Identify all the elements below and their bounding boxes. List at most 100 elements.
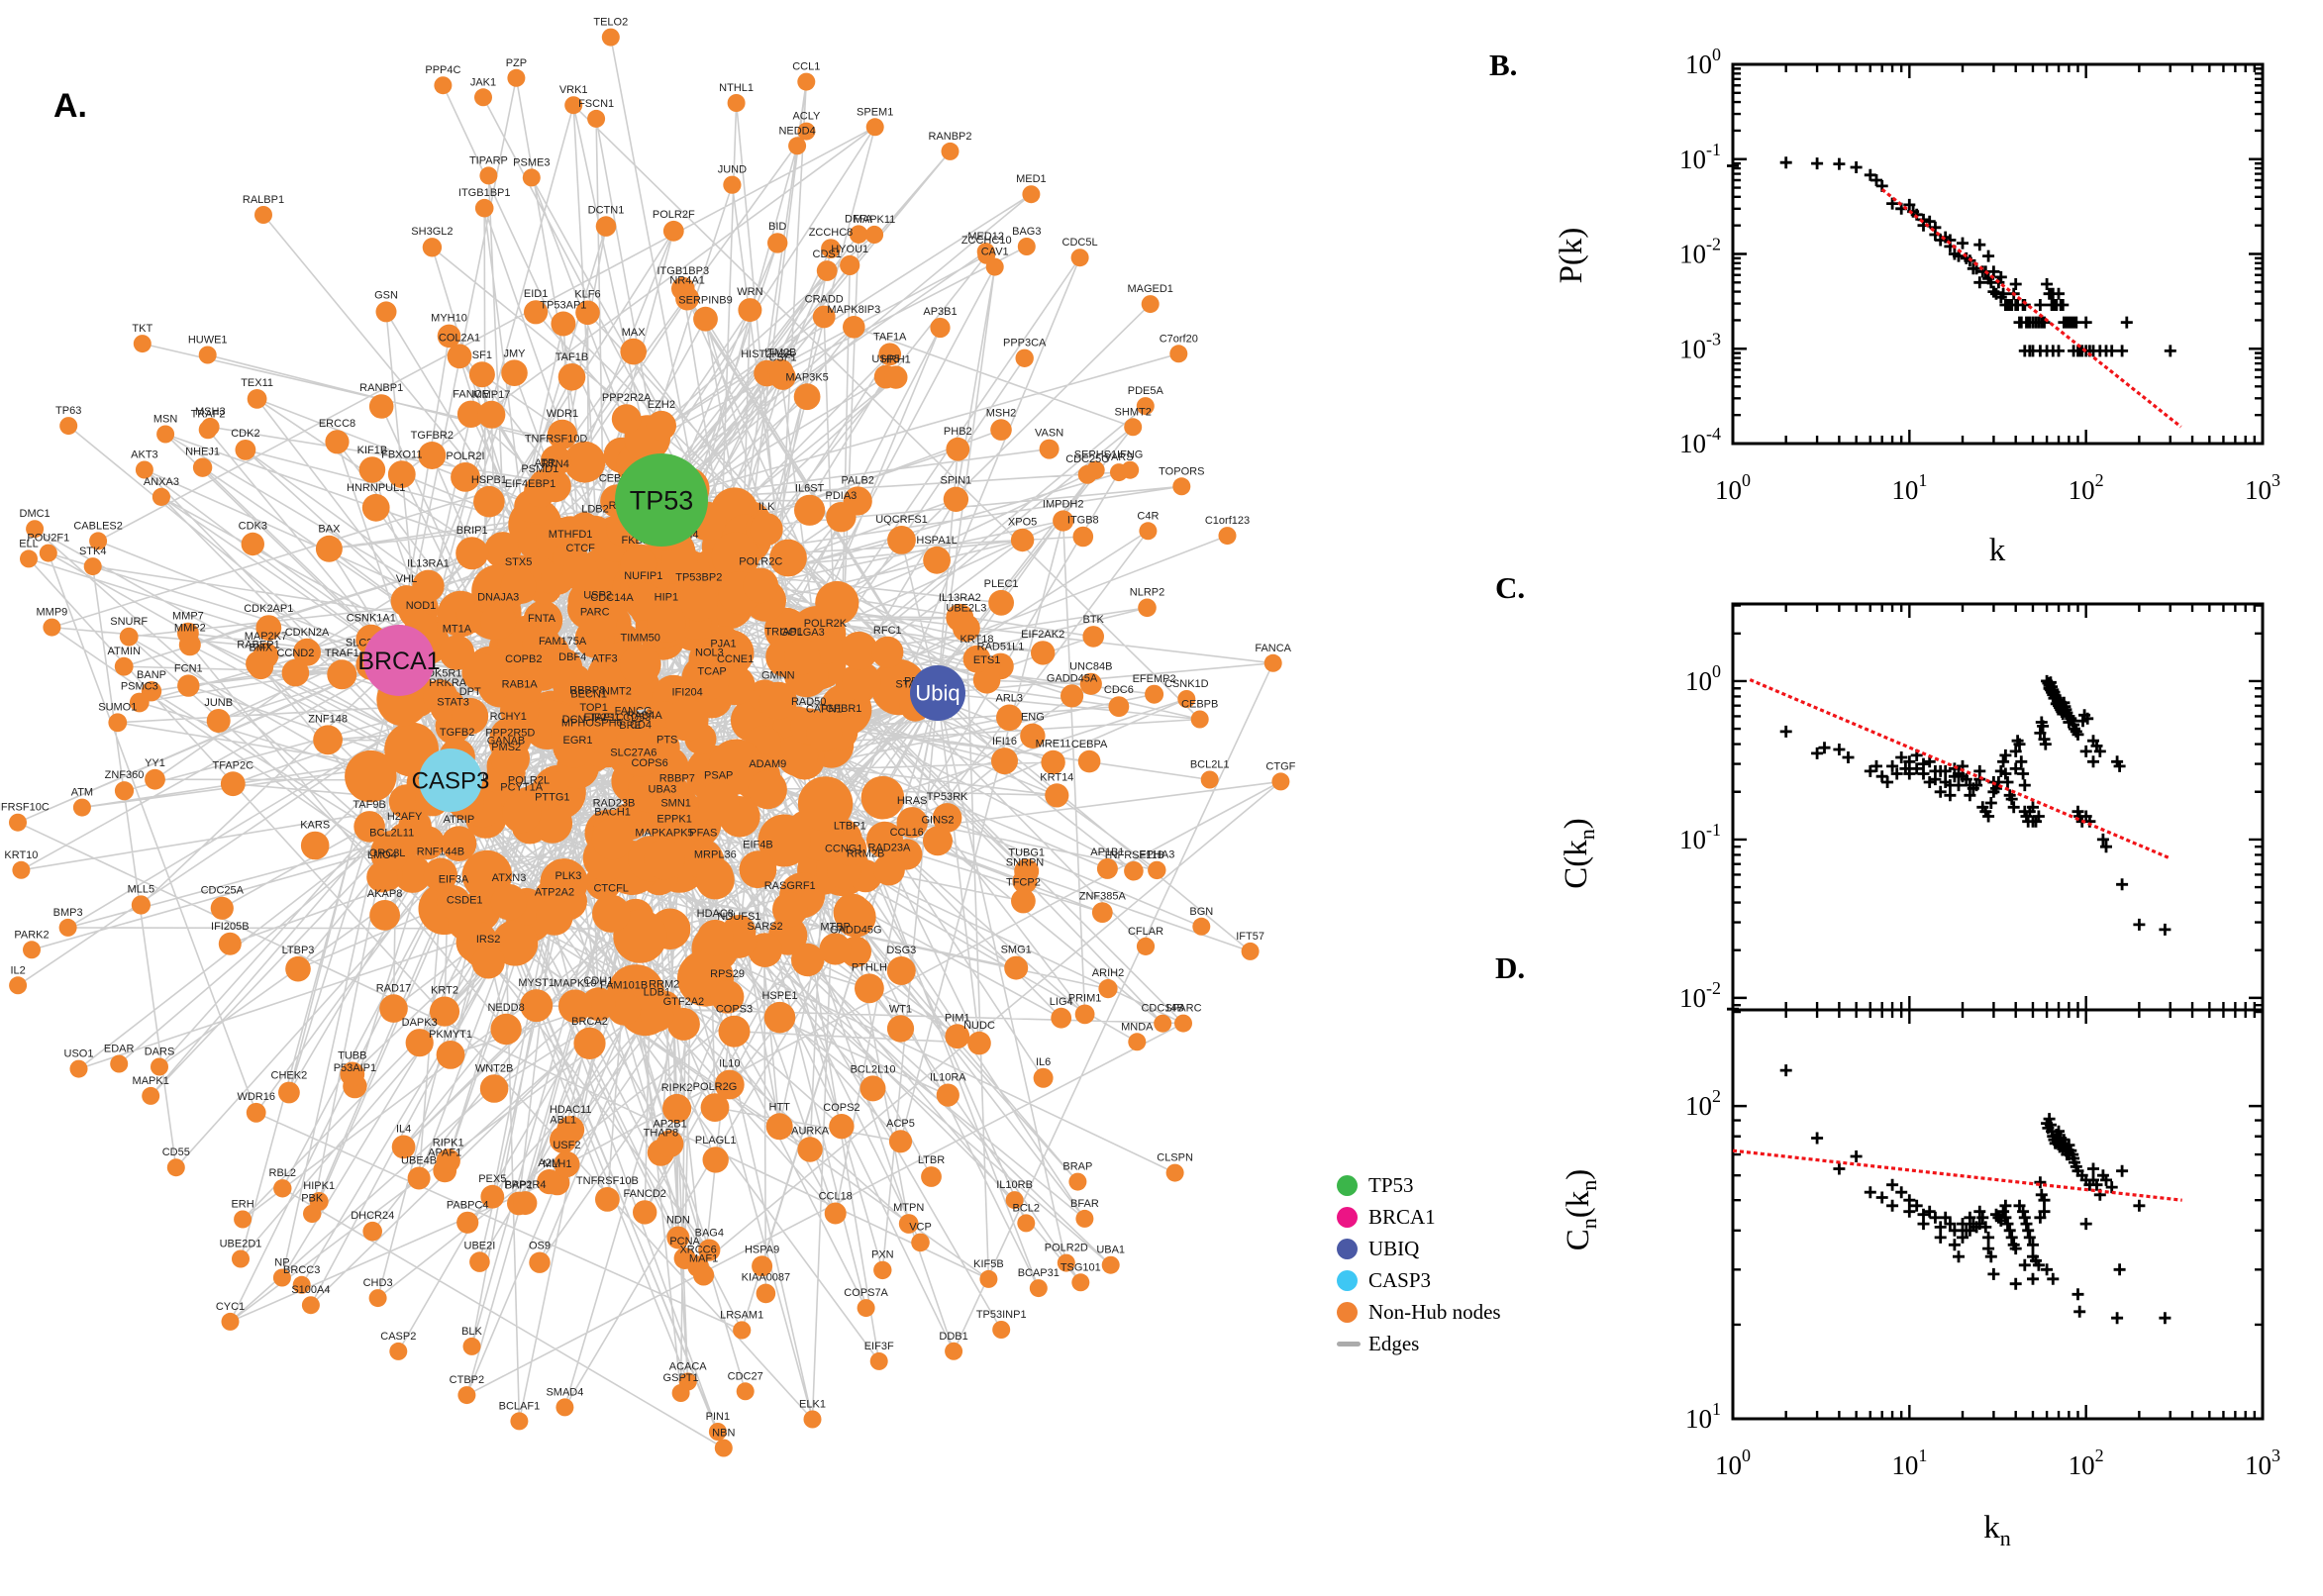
- legend-label: TP53: [1368, 1172, 1414, 1197]
- gene-label: ATM: [71, 787, 93, 799]
- gene-label: PJA1: [710, 638, 736, 649]
- gene-label: H2AFY: [387, 811, 423, 823]
- gene-label: EGR1: [563, 735, 593, 747]
- gene-label: NR4A1: [669, 275, 704, 287]
- gene-label: OS9: [529, 1241, 551, 1252]
- svg-text:100: 100: [1715, 470, 1751, 505]
- gene-label: BCL2L11: [369, 828, 414, 840]
- gene-label: ILK: [758, 501, 775, 513]
- gene-label: IRS2: [476, 934, 500, 946]
- gene-label: CTCF: [566, 543, 596, 554]
- gene-label: PDIA3: [826, 490, 858, 502]
- gene-label: CAPN1: [806, 704, 843, 716]
- brca1-dot-icon: [1337, 1206, 1358, 1228]
- gene-label: ERCC8: [319, 418, 355, 430]
- gene-label: EIF4B: [743, 839, 773, 850]
- gene-label: BLK: [461, 1326, 482, 1338]
- gene-label: ELL: [19, 538, 39, 549]
- gene-label: IL6: [1036, 1056, 1051, 1068]
- gene-label: FSCN1: [578, 98, 614, 110]
- gene-label: PPP2R5D: [485, 728, 535, 740]
- svg-text:103: 103: [2245, 1446, 2280, 1480]
- gene-label: BTK: [1082, 614, 1104, 626]
- gene-label: CABLES2: [73, 520, 123, 532]
- gene-label: RRM2B: [847, 848, 885, 859]
- gene-label: HSPA1L: [916, 535, 957, 547]
- gene-label: GADD45A: [1047, 672, 1098, 684]
- gene-label: DCTN1: [588, 204, 625, 216]
- gene-label: STX5: [505, 556, 533, 568]
- gene-label: COL2A1: [439, 332, 480, 344]
- gene-label: POLR2F: [653, 209, 695, 221]
- legend-label: CASP3: [1368, 1267, 1432, 1292]
- gene-label: PTS: [656, 735, 677, 747]
- gene-label: HSPB1: [471, 474, 507, 486]
- gene-label: DFFA: [845, 214, 873, 226]
- gene-label: GOLGA3: [779, 627, 824, 639]
- gene-label: DARS: [145, 1047, 175, 1058]
- gene-label: ATR: [535, 457, 556, 469]
- gene-label: VASN: [1035, 428, 1063, 440]
- gene-label: JAK1: [470, 76, 496, 88]
- gene-label: RAD17: [376, 982, 411, 994]
- gene-label: YY1: [145, 757, 165, 769]
- gene-label: MMP2: [174, 622, 206, 634]
- gene-label: IMPDH2: [1043, 498, 1084, 510]
- gene-label: KRT10: [4, 849, 38, 861]
- gene-label: RNF144B: [417, 846, 464, 857]
- gene-label: HRH1: [881, 353, 911, 365]
- gene-label: VCP: [909, 1222, 932, 1234]
- gene-label: RBL2: [269, 1167, 297, 1179]
- gene-label: MSH3: [195, 406, 226, 418]
- gene-label: ZCCHC8: [809, 227, 854, 239]
- gene-label: MAX: [622, 327, 647, 339]
- gene-label: GTF2A2: [663, 996, 705, 1008]
- network-hub-nodes: TP53 BRCA1 Ubiq CASP3: [357, 453, 965, 812]
- gene-label: PRKRA: [429, 677, 467, 689]
- hub-label-casp3: CASP3: [412, 767, 490, 794]
- gene-label: MMP7: [172, 611, 204, 623]
- gene-label: ACP5: [886, 1118, 915, 1130]
- gene-label: BRIP1: [456, 525, 488, 537]
- gene-label: POLR2L: [508, 775, 550, 787]
- gene-label: TP53AP1: [540, 300, 586, 312]
- svg-text:100: 100: [1685, 45, 1721, 79]
- gene-label: TAF1A: [873, 331, 907, 343]
- legend-label: Non-Hub nodes: [1368, 1299, 1501, 1324]
- gene-label: MAF1: [689, 1252, 718, 1264]
- gene-label: ORC3L: [369, 848, 406, 859]
- gene-label: KLF6: [574, 288, 600, 300]
- gene-label: ERH: [231, 1199, 253, 1211]
- gene-label: POLR2G: [693, 1081, 738, 1093]
- gene-label: SMG1: [1001, 945, 1032, 956]
- hub-label-tp53: TP53: [630, 485, 694, 515]
- gene-label: EIF4EBP1: [505, 478, 556, 490]
- gene-label: MRE11: [1036, 739, 1071, 750]
- gene-label: CCNE1: [717, 653, 754, 665]
- gene-label: SHMT2: [1115, 406, 1152, 418]
- gene-label: ABL1: [550, 1115, 576, 1127]
- gene-label: ATRIP: [444, 814, 475, 826]
- gene-label: VRK1: [559, 84, 588, 96]
- gene-label: COPS3: [716, 1004, 753, 1016]
- gene-label: P53AIP1: [334, 1062, 376, 1074]
- gene-label: POLR2C: [739, 556, 782, 568]
- gene-label: AP1B1: [1090, 847, 1124, 858]
- gene-label: BCAP31: [1018, 1267, 1060, 1279]
- gene-label: SNURF: [110, 616, 148, 628]
- gene-label: RAD50: [791, 696, 826, 708]
- gene-label: ADAM9: [749, 758, 786, 770]
- gene-label: IL10: [719, 1058, 740, 1070]
- gene-label: DBF4: [558, 651, 586, 663]
- gene-label: PSAP: [704, 770, 733, 782]
- gene-label: MMP9: [37, 607, 68, 619]
- gene-label: HYOU1: [831, 244, 868, 255]
- gene-label: BRCA2: [571, 1016, 608, 1028]
- gene-label: CDC14A: [590, 592, 634, 604]
- legend-item-nonhub: Non-Hub nodes: [1337, 1296, 1501, 1328]
- gene-label: MAPK8IP3: [827, 304, 880, 316]
- gene-label: PARK2: [14, 929, 49, 941]
- gene-label: JMY: [504, 349, 527, 360]
- legend: TP53 BRCA1 UBIQ CASP3 Non-Hub nodes Edge…: [1337, 1169, 1501, 1359]
- svg-text:101: 101: [1891, 1446, 1927, 1480]
